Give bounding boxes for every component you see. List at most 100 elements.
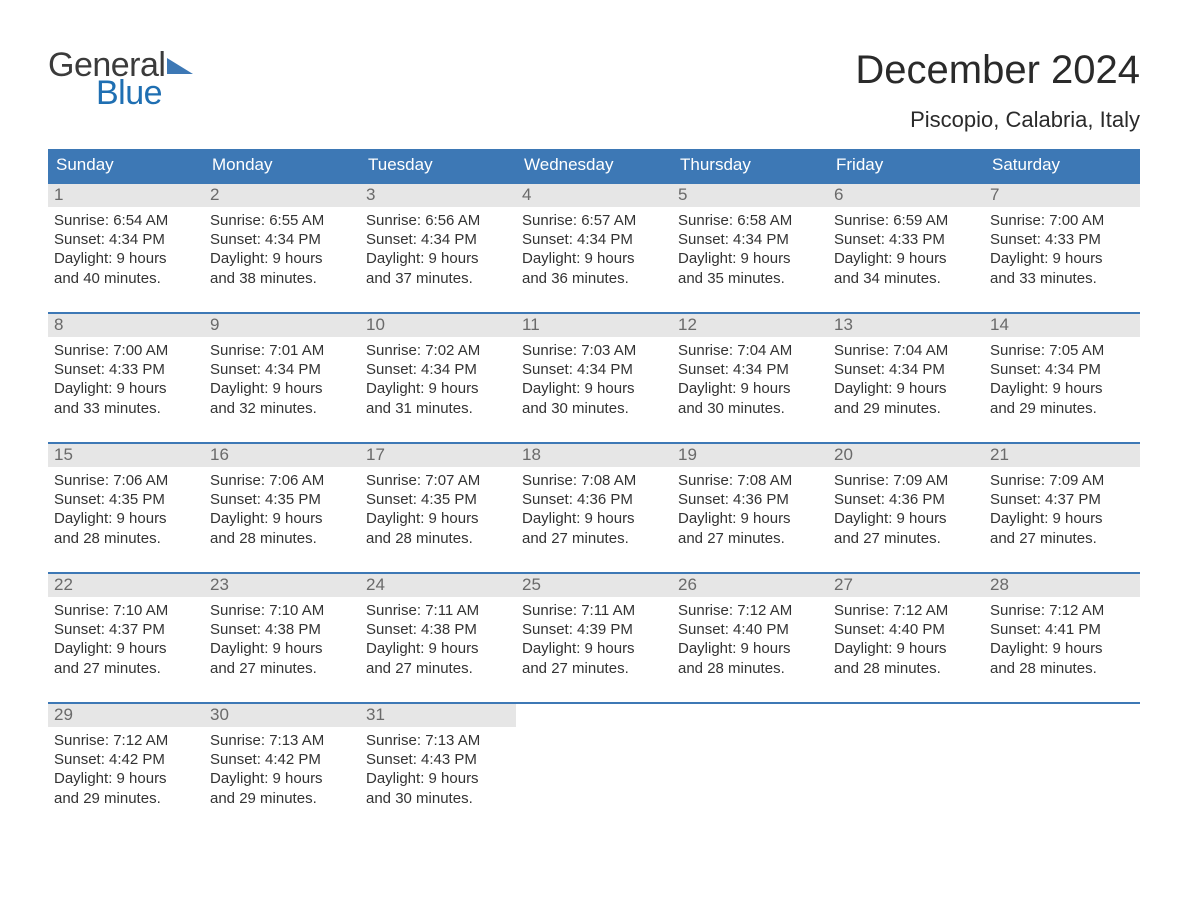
brand-logo: General Blue: [48, 48, 193, 110]
sunset-line: Sunset: 4:43 PM: [366, 750, 510, 769]
day-number: 7: [990, 185, 999, 204]
daylight-line-2: and 38 minutes.: [210, 269, 354, 288]
day-body: Sunrise: 7:12 AMSunset: 4:40 PMDaylight:…: [672, 597, 828, 678]
calendar-day-cell: 3Sunrise: 6:56 AMSunset: 4:34 PMDaylight…: [360, 184, 516, 312]
daylight-line-1: Daylight: 9 hours: [678, 249, 822, 268]
location-subtitle: Piscopio, Calabria, Italy: [855, 107, 1140, 133]
day-number: 30: [210, 705, 229, 724]
daylight-line-2: and 40 minutes.: [54, 269, 198, 288]
sunset-line: Sunset: 4:42 PM: [54, 750, 198, 769]
day-number-row: 29: [48, 704, 204, 727]
daylight-line-1: Daylight: 9 hours: [54, 379, 198, 398]
day-number-row: 5: [672, 184, 828, 207]
day-body: Sunrise: 6:59 AMSunset: 4:33 PMDaylight:…: [828, 207, 984, 288]
daylight-line-1: Daylight: 9 hours: [834, 639, 978, 658]
calendar-day-cell: [828, 704, 984, 832]
calendar-day-cell: 15 Sunrise: 7:06 AMSunset: 4:35 PMDayligh…: [48, 444, 204, 572]
day-number-row: 26: [672, 574, 828, 597]
sunset-line: Sunset: 4:33 PM: [54, 360, 198, 379]
day-body: Sunrise: 7:08 AMSunset: 4:36 PMDaylight:…: [672, 467, 828, 548]
sunset-line: Sunset: 4:35 PM: [366, 490, 510, 509]
day-body: Sunrise: 7:00 AMSunset: 4:33 PMDaylight:…: [984, 207, 1140, 288]
calendar-day-cell: 6 Sunrise: 6:59 AMSunset: 4:33 PMDaylight…: [828, 184, 984, 312]
day-body: Sunrise: 6:57 AMSunset: 4:34 PMDaylight:…: [516, 207, 672, 288]
day-body: Sunrise: 7:09 AMSunset: 4:37 PMDaylight:…: [984, 467, 1140, 548]
dow-tuesday: Tuesday: [360, 149, 516, 182]
day-body: Sunrise: 7:13 AMSunset: 4:43 PMDaylight:…: [360, 727, 516, 808]
calendar-day-cell: [672, 704, 828, 832]
day-body: Sunrise: 7:11 AMSunset: 4:39 PMDaylight:…: [516, 597, 672, 678]
day-number-row: 23: [204, 574, 360, 597]
day-number: 11: [522, 315, 540, 334]
day-body: Sunrise: 7:01 AMSunset: 4:34 PMDaylight:…: [204, 337, 360, 418]
daylight-line-1: Daylight: 9 hours: [54, 769, 198, 788]
day-number: 15: [54, 445, 73, 464]
day-number: 10: [366, 315, 385, 334]
dow-monday: Monday: [204, 149, 360, 182]
calendar-day-cell: [516, 704, 672, 832]
sunrise-line: Sunrise: 7:05 AM: [990, 341, 1134, 360]
day-number-row: 15: [48, 444, 204, 467]
day-number: 16: [210, 445, 229, 464]
daylight-line-1: Daylight: 9 hours: [366, 249, 510, 268]
daylight-line-1: Daylight: 9 hours: [210, 509, 354, 528]
daylight-line-2: and 28 minutes.: [54, 529, 198, 548]
daylight-line-1: Daylight: 9 hours: [210, 379, 354, 398]
daylight-line-1: Daylight: 9 hours: [210, 249, 354, 268]
day-number: 6: [834, 185, 843, 204]
daylight-line-2: and 27 minutes.: [678, 529, 822, 548]
day-number: 31: [366, 705, 385, 724]
sunset-line: Sunset: 4:38 PM: [210, 620, 354, 639]
sunset-line: Sunset: 4:34 PM: [366, 230, 510, 249]
day-number-row: 10: [360, 314, 516, 337]
daylight-line-2: and 29 minutes.: [54, 789, 198, 808]
day-body: Sunrise: 7:06 AMSunset: 4:35 PMDaylight:…: [204, 467, 360, 548]
sunset-line: Sunset: 4:34 PM: [522, 230, 666, 249]
day-body: Sunrise: 7:13 AMSunset: 4:42 PMDaylight:…: [204, 727, 360, 808]
daylight-line-1: Daylight: 9 hours: [990, 379, 1134, 398]
sunset-line: Sunset: 4:36 PM: [834, 490, 978, 509]
day-body: Sunrise: 7:00 AMSunset: 4:33 PMDaylight:…: [48, 337, 204, 418]
sunset-line: Sunset: 4:34 PM: [210, 360, 354, 379]
dow-thursday: Thursday: [672, 149, 828, 182]
day-body: Sunrise: 7:09 AMSunset: 4:36 PMDaylight:…: [828, 467, 984, 548]
page-header: General Blue December 2024 Piscopio, Cal…: [48, 48, 1140, 133]
calendar-day-cell: 28Sunrise: 7:12 AMSunset: 4:41 PMDayligh…: [984, 574, 1140, 702]
calendar-day-cell: 18Sunrise: 7:08 AMSunset: 4:36 PMDayligh…: [516, 444, 672, 572]
day-number: 5: [678, 185, 687, 204]
sunset-line: Sunset: 4:41 PM: [990, 620, 1134, 639]
sunrise-line: Sunrise: 7:09 AM: [834, 471, 978, 490]
calendar-day-cell: 2Sunrise: 6:55 AMSunset: 4:34 PMDaylight…: [204, 184, 360, 312]
daylight-line-1: Daylight: 9 hours: [366, 379, 510, 398]
daylight-line-2: and 30 minutes.: [678, 399, 822, 418]
sunset-line: Sunset: 4:34 PM: [522, 360, 666, 379]
calendar-day-cell: 4Sunrise: 6:57 AMSunset: 4:34 PMDaylight…: [516, 184, 672, 312]
sunrise-line: Sunrise: 6:56 AM: [366, 211, 510, 230]
day-number-row: 8: [48, 314, 204, 337]
sunset-line: Sunset: 4:38 PM: [366, 620, 510, 639]
daylight-line-1: Daylight: 9 hours: [366, 639, 510, 658]
day-number: 26: [678, 575, 697, 594]
day-body: Sunrise: 7:02 AMSunset: 4:34 PMDaylight:…: [360, 337, 516, 418]
daylight-line-1: Daylight: 9 hours: [678, 639, 822, 658]
daylight-line-1: Daylight: 9 hours: [990, 639, 1134, 658]
sunrise-line: Sunrise: 7:13 AM: [366, 731, 510, 750]
day-number-row: 12: [672, 314, 828, 337]
dow-wednesday: Wednesday: [516, 149, 672, 182]
sunset-line: Sunset: 4:35 PM: [210, 490, 354, 509]
day-body: Sunrise: 7:06 AMSunset: 4:35 PMDaylight:…: [48, 467, 204, 548]
sunset-line: Sunset: 4:39 PM: [522, 620, 666, 639]
daylight-line-1: Daylight: 9 hours: [834, 509, 978, 528]
daylight-line-1: Daylight: 9 hours: [522, 249, 666, 268]
daylight-line-2: and 36 minutes.: [522, 269, 666, 288]
sunset-line: Sunset: 4:36 PM: [522, 490, 666, 509]
sunrise-line: Sunrise: 6:55 AM: [210, 211, 354, 230]
sunset-line: Sunset: 4:35 PM: [54, 490, 198, 509]
day-number-row: 25: [516, 574, 672, 597]
day-number-row: 14: [984, 314, 1140, 337]
day-number-row: 13: [828, 314, 984, 337]
sunset-line: Sunset: 4:34 PM: [54, 230, 198, 249]
day-number-row: 31: [360, 704, 516, 727]
day-body: Sunrise: 7:05 AMSunset: 4:34 PMDaylight:…: [984, 337, 1140, 418]
daylight-line-1: Daylight: 9 hours: [210, 639, 354, 658]
